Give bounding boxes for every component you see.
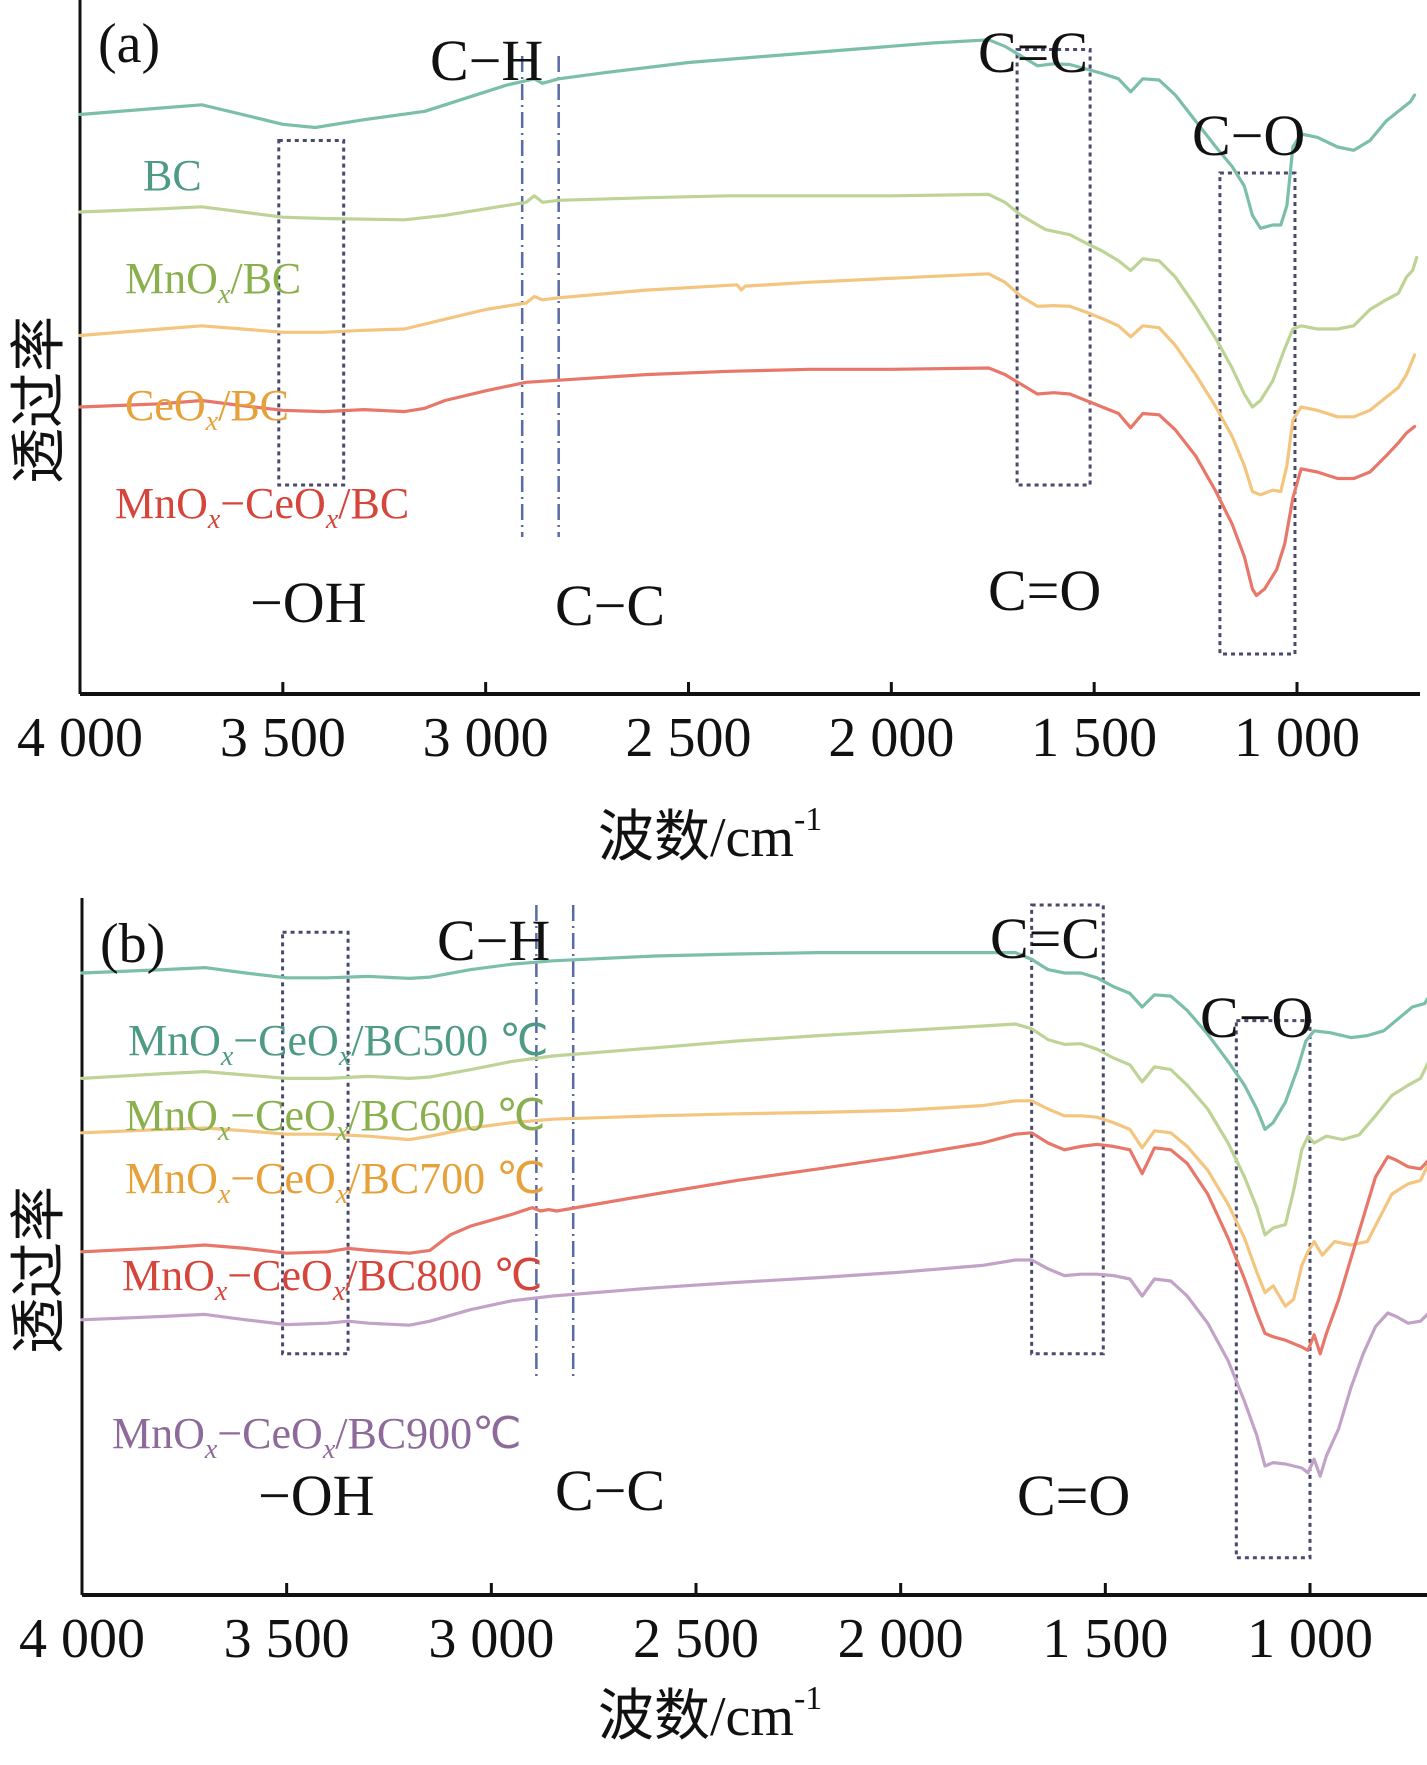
- series-label-bc: BC: [143, 151, 202, 200]
- x-tick-label: 3 500: [220, 707, 346, 769]
- y-axis-title: 透过率: [9, 316, 71, 484]
- x-axis-title: 波数/cm-1: [598, 1680, 822, 1748]
- series-line-mnox-ceox-bc800-: [80, 1131, 1427, 1356]
- series-line-mnox-ceox-bc700-: [80, 1099, 1427, 1308]
- panel-label: (a): [98, 13, 160, 75]
- region-boxes: [281, 903, 1312, 1560]
- series-labels: MnOx−CeOx/BC500 ℃ MnOx−CeOx/BC600 ℃ MnOx…: [112, 1016, 549, 1465]
- annotation-oh: −OH: [250, 570, 366, 635]
- x-axis-title: 波数/cm-1: [598, 801, 822, 869]
- series-line-mnox-ceox-bc500-: [80, 950, 1427, 1132]
- x-tick-label: 4 000: [19, 1608, 145, 1670]
- series-line-mnox-bc: [78, 192, 1419, 409]
- annotation-c-o: C−O: [1200, 985, 1313, 1050]
- x-tick-label: 4 000: [17, 707, 143, 769]
- annotation-c-double-c: C=C: [978, 20, 1088, 85]
- panel-b: 4 000 3 500 3 000 2 500 2 000 1 500 1 000 (b) …: [9, 898, 1427, 1748]
- x-tick-label: 3 000: [428, 1608, 554, 1670]
- x-tick-label: 1 500: [1031, 707, 1157, 769]
- x-tick-label: 1 500: [1042, 1608, 1168, 1670]
- annotation-c-double-o: C=O: [988, 558, 1101, 623]
- reference-lines: [520, 56, 560, 537]
- x-tick-label: 1 000: [1247, 1608, 1373, 1670]
- series-line-ceox-bc: [78, 272, 1417, 497]
- annotation-c-double-c: C=C: [990, 906, 1100, 971]
- panel-a: 4 000 3 500 3 000 2 500 2 000 1 500 1 000 (a) …: [9, 0, 1420, 869]
- annotation-c-o: C−O: [1192, 103, 1305, 168]
- series-label-800: MnOx−CeOx/BC800 ℃: [122, 1251, 543, 1307]
- panel-label: (b): [100, 913, 165, 975]
- spectra: [80, 950, 1427, 1478]
- series-label-600: MnOx−CeOx/BC600 ℃: [125, 1091, 546, 1147]
- cc-double-box: [1015, 48, 1092, 487]
- cc-double-box: [1030, 903, 1105, 1356]
- x-tick-label: 2 500: [633, 1608, 759, 1670]
- annotation-c-c: C−C: [555, 573, 665, 638]
- series-line-bc: [78, 38, 1417, 230]
- x-ticks: 4 000 3 500 3 000 2 500 2 000 1 500 1 000: [19, 1583, 1373, 1670]
- annotation-c-c: C−C: [555, 1458, 665, 1523]
- annotation-c-double-o: C=O: [1017, 1463, 1130, 1528]
- series-label-900: MnOx−CeOx/BC900℃: [112, 1409, 522, 1465]
- y-axis-title: 透过率: [9, 1186, 71, 1354]
- x-ticks: 4 000 3 500 3 000 2 500 2 000 1 500 1 000: [17, 682, 1360, 769]
- co-box: [1218, 171, 1297, 656]
- series-line-mnox-ceox-bc: [78, 366, 1417, 598]
- oh-box: [277, 139, 346, 487]
- series-label-mnox-ceox-bc: MnOx−CeOx/BC: [115, 479, 409, 535]
- x-tick-label: 3 500: [224, 1608, 350, 1670]
- series-label-500: MnOx−CeOx/BC500 ℃: [128, 1016, 549, 1072]
- x-tick-label: 2 000: [838, 1608, 964, 1670]
- series-line-mnox-ceox-bc600-: [80, 1022, 1427, 1237]
- series-labels: BC MnOx/BC CeOx/BC MnOx−CeOx/BC: [115, 151, 409, 535]
- x-tick-label: 3 000: [423, 707, 549, 769]
- series-label-700: MnOx−CeOx/BC700 ℃: [125, 1154, 546, 1210]
- series-line-mnox-ceox-bc900-: [80, 1258, 1427, 1478]
- series-label-mnox-bc: MnOx/BC: [125, 254, 301, 310]
- reference-lines: [535, 905, 575, 1381]
- x-tick-label: 2 500: [626, 707, 752, 769]
- annotation-c-h: C−H: [430, 28, 543, 93]
- annotation-oh: −OH: [258, 1463, 374, 1528]
- co-box: [1234, 1019, 1312, 1560]
- series-label-ceox-bc: CeOx/BC: [125, 381, 289, 437]
- spectra: [78, 38, 1419, 598]
- oh-box: [281, 930, 350, 1356]
- x-tick-label: 1 000: [1234, 707, 1360, 769]
- region-boxes: [277, 48, 1297, 656]
- annotation-c-h: C−H: [437, 908, 550, 973]
- x-tick-label: 2 000: [828, 707, 954, 769]
